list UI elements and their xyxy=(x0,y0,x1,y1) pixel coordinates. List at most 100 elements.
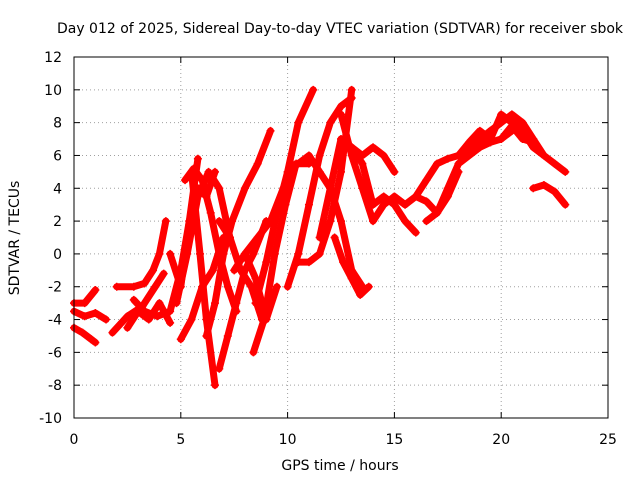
data-point xyxy=(369,200,378,209)
series-line xyxy=(70,307,110,323)
data-point xyxy=(80,299,89,308)
x-tick-label: 25 xyxy=(599,432,617,448)
data-point xyxy=(326,184,335,193)
data-point xyxy=(356,290,365,299)
data-point xyxy=(304,151,313,160)
data-point xyxy=(330,233,339,242)
data-point xyxy=(364,282,373,291)
data-point xyxy=(422,176,431,185)
data-point xyxy=(228,217,237,226)
data-point xyxy=(266,126,275,135)
data-point xyxy=(337,167,345,176)
data-point xyxy=(379,200,388,209)
data-point xyxy=(304,258,313,267)
tick-layer: 0 5 10 15 20 25 -10 -8 -6 -4 -2 0 2 4 6 8 10 12 xyxy=(39,50,617,448)
data-point xyxy=(272,208,281,217)
data-point xyxy=(339,258,348,267)
series-line xyxy=(497,122,537,146)
data-point xyxy=(358,159,367,168)
data-point xyxy=(497,110,506,119)
x-tick-label: 20 xyxy=(492,432,510,448)
data-point xyxy=(497,135,506,144)
data-point xyxy=(123,323,132,332)
data-point xyxy=(253,233,262,242)
data-point xyxy=(486,126,495,135)
data-point xyxy=(497,118,506,127)
data-point xyxy=(283,167,292,176)
data-point xyxy=(379,151,388,160)
series-track-02 xyxy=(70,307,111,324)
data-point xyxy=(347,274,356,283)
data-point xyxy=(561,200,570,209)
data-point xyxy=(202,331,211,340)
data-point xyxy=(304,200,313,209)
data-point xyxy=(347,85,356,94)
series-track-24 xyxy=(330,233,373,299)
data-point xyxy=(225,233,234,242)
series-line xyxy=(529,181,569,209)
y-tick-label: -2 xyxy=(48,280,62,296)
data-point xyxy=(272,282,281,291)
data-point xyxy=(161,217,170,226)
data-point xyxy=(223,282,232,291)
data-point xyxy=(198,176,207,185)
series-line xyxy=(188,168,219,389)
data-point xyxy=(172,299,181,308)
data-point xyxy=(181,176,190,185)
data-point xyxy=(251,274,260,283)
data-point xyxy=(206,208,215,217)
data-point xyxy=(433,159,442,168)
data-point xyxy=(247,282,256,291)
data-point xyxy=(240,249,249,258)
chart-title: Day 012 of 2025, Sidereal Day-to-day VTE… xyxy=(57,21,624,37)
series-track-21 xyxy=(294,85,356,267)
data-point xyxy=(166,307,175,316)
data-point xyxy=(78,328,87,337)
data-point xyxy=(204,167,213,176)
data-point xyxy=(454,159,463,168)
data-point xyxy=(249,249,258,258)
data-point xyxy=(315,249,324,258)
data-point xyxy=(401,200,410,209)
y-tick-label: -6 xyxy=(48,345,62,361)
data-point xyxy=(465,138,474,147)
y-tick-label: 8 xyxy=(53,116,62,132)
data-point xyxy=(390,200,399,209)
data-point xyxy=(309,85,318,94)
data-point xyxy=(294,159,303,168)
series-track-14 xyxy=(215,217,271,373)
data-point xyxy=(153,312,162,321)
series-track-34 xyxy=(529,180,570,209)
data-point xyxy=(433,208,442,217)
data-point xyxy=(155,249,164,258)
data-point xyxy=(232,299,241,308)
data-point xyxy=(347,151,356,160)
x-axis-title: GPS time / hours xyxy=(281,458,398,474)
data-point xyxy=(539,151,548,160)
data-point xyxy=(219,249,228,258)
y-tick-label: 0 xyxy=(53,247,62,263)
series-track-03 xyxy=(70,323,100,347)
y-tick-label: -4 xyxy=(48,313,62,329)
data-point xyxy=(539,180,548,189)
data-point xyxy=(550,159,559,168)
data-point xyxy=(108,328,117,337)
data-point xyxy=(294,258,303,267)
data-point xyxy=(390,192,399,201)
data-point xyxy=(193,154,202,163)
data-point xyxy=(151,282,160,291)
data-point xyxy=(215,184,224,193)
data-point xyxy=(281,200,290,209)
data-point xyxy=(196,249,205,258)
series-track-13 xyxy=(202,126,275,340)
data-point xyxy=(347,143,356,152)
data-point xyxy=(140,279,149,288)
data-point xyxy=(465,151,474,160)
data-point xyxy=(155,299,164,308)
data-point xyxy=(337,135,345,144)
data-point xyxy=(475,143,484,152)
data-point xyxy=(518,135,527,144)
data-point xyxy=(87,335,96,344)
data-point xyxy=(80,312,89,321)
data-point xyxy=(411,228,420,237)
